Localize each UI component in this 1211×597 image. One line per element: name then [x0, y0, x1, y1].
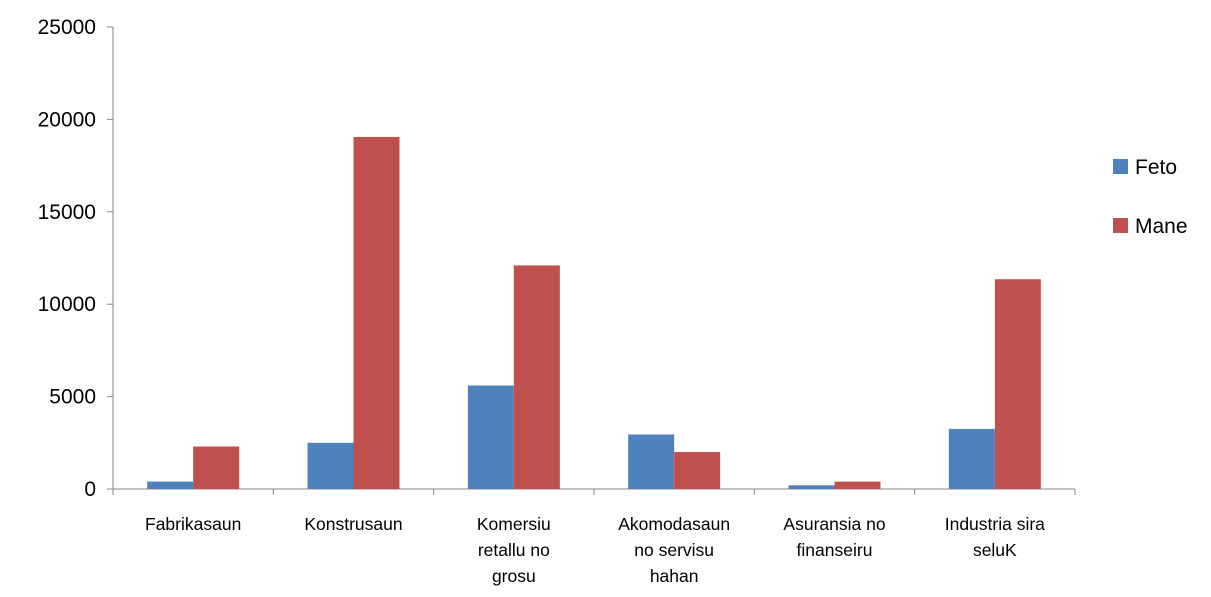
bar-feto [467, 385, 514, 489]
x-category-label: Komersiu retallu no grosu [477, 514, 551, 586]
bar-feto [948, 428, 995, 489]
x-category-label-line: no servisu [634, 540, 714, 560]
legend-label-mane: Mane [1135, 215, 1188, 238]
y-tick-label: 5000 [49, 386, 96, 409]
x-category-label-line: Konstrusaun [304, 514, 402, 534]
x-category-label-line: grosu [492, 566, 536, 586]
x-category-label: Asuransia no finanseiru [783, 514, 885, 560]
x-category-label-line: Asuransia no [783, 514, 885, 534]
x-category-label-line: Komersiu [477, 514, 551, 534]
x-category-label: Konstrusaun [304, 514, 402, 534]
x-category-label-line: Industria sira [945, 514, 1045, 534]
bar-mane [513, 265, 560, 489]
x-category-label: Fabrikasaun [145, 514, 241, 534]
bar-feto [147, 481, 194, 489]
x-axis: Fabrikasaun Konstrusaun Komersiu retallu no… [112, 488, 1076, 586]
y-tick-label: 10000 [38, 293, 96, 316]
x-category-label-line: retallu no [478, 540, 550, 560]
y-axis: 0 5000 10000 15000 20000 25000 [38, 16, 114, 501]
bar-mane [674, 452, 721, 489]
bar-feto [307, 442, 354, 489]
bar-mane [834, 481, 881, 489]
bars [147, 136, 1041, 489]
bar-mane [193, 446, 240, 489]
x-category-label: Industria sira seluK [945, 514, 1045, 560]
x-category-label-line: Fabrikasaun [145, 514, 241, 534]
y-tick-label: 20000 [38, 108, 96, 131]
y-tick-label: 0 [84, 478, 96, 501]
bar-mane [353, 136, 400, 489]
x-category-label-line: seluK [973, 540, 1017, 560]
bar-mane [994, 279, 1041, 489]
y-tick-label: 15000 [38, 201, 96, 224]
bar-feto [788, 485, 835, 489]
legend-swatch-mane [1113, 218, 1128, 233]
legend-swatch-feto [1113, 159, 1128, 174]
x-category-label: Akomodasaun no servisu hahan [618, 514, 730, 586]
x-category-label-line: Akomodasaun [618, 514, 730, 534]
x-category-label-line: hahan [650, 566, 699, 586]
legend: Feto Mane [1113, 156, 1188, 238]
y-tick-label: 25000 [38, 16, 96, 39]
x-category-label-line: finanseiru [797, 540, 873, 560]
bar-feto [628, 434, 675, 489]
legend-label-feto: Feto [1135, 156, 1177, 179]
